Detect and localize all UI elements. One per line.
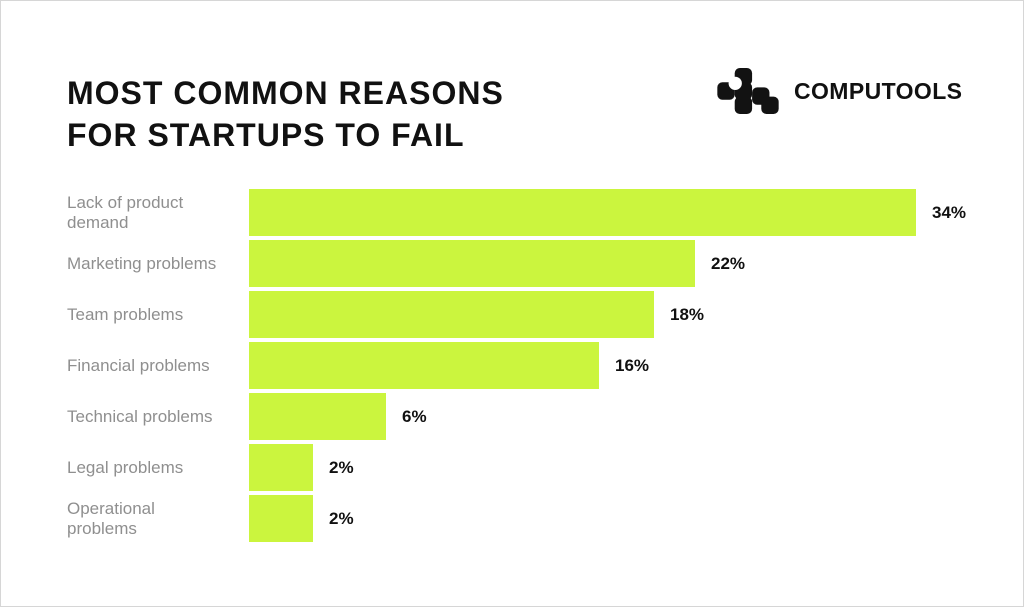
- category-label: Marketing problems: [67, 253, 217, 273]
- bar-5: [249, 393, 386, 440]
- value-label: 34%: [932, 202, 967, 222]
- page-title-line-1: MOST COMMON REASONS: [67, 75, 504, 112]
- bar-3: [249, 291, 654, 338]
- category-label: Legal problems: [67, 457, 184, 477]
- bar-2: [249, 240, 695, 287]
- chart-row: Legal problems 2%: [1, 444, 1023, 491]
- value-label: 16%: [615, 355, 650, 375]
- bar-4: [249, 342, 599, 389]
- chart-row: Lack of product demand 34%: [1, 189, 1023, 236]
- category-label: Lack of product demand: [67, 192, 184, 232]
- category-label: Operational problems: [67, 498, 155, 538]
- chart-row: Financial problems 16%: [1, 342, 1023, 389]
- chart-row: Operational problems 2%: [1, 495, 1023, 542]
- chart-row: Technical problems 6%: [1, 393, 1023, 440]
- bar-chart: Lack of product demand 34% Marketing probl…: [1, 189, 1023, 546]
- category-label: Technical problems: [67, 406, 213, 426]
- bar-1: [249, 189, 916, 236]
- bar-rows: Lack of product demand 34% Marketing probl…: [1, 189, 1023, 542]
- computools-logo: COMPUTOOLS: [717, 68, 962, 114]
- value-label: 18%: [670, 304, 705, 324]
- value-label: 6%: [402, 406, 427, 426]
- page-title: MOST COMMON REASONS FOR STARTUPS TO FAIL: [67, 72, 504, 156]
- bar-6: [249, 444, 313, 491]
- value-label: 2%: [329, 457, 354, 477]
- value-label: 22%: [711, 253, 746, 273]
- computools-pixel-cluster-icon: [717, 68, 779, 114]
- category-label: Financial problems: [67, 355, 210, 375]
- value-label: 2%: [329, 508, 354, 528]
- bar-7: [249, 495, 313, 542]
- chart-row: Marketing problems 22%: [1, 240, 1023, 287]
- logo-wordmark: COMPUTOOLS: [794, 77, 963, 104]
- page-title-line-2: FOR STARTUPS TO FAIL: [67, 117, 465, 154]
- category-label: Team problems: [67, 304, 184, 324]
- chart-row: Team problems 18%: [1, 291, 1023, 338]
